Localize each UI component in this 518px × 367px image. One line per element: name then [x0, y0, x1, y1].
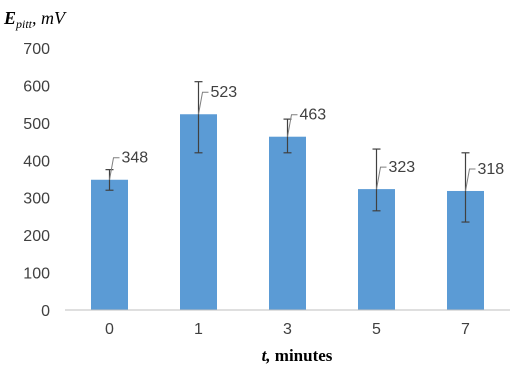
x-axis-title: t, minutes — [262, 346, 333, 365]
y-tick-label: 400 — [23, 153, 50, 170]
label-leader-line — [287, 114, 298, 137]
y-tick-label: 600 — [23, 78, 50, 95]
label-leaders-group — [109, 91, 476, 192]
data-label: 323 — [389, 159, 416, 176]
x-tick-label: 3 — [283, 321, 292, 338]
bar — [91, 179, 128, 310]
x-tick-label: 7 — [461, 321, 470, 338]
data-label: 523 — [211, 84, 238, 101]
error-bar — [194, 81, 203, 154]
data-label: 318 — [478, 161, 505, 178]
data-label: 348 — [122, 150, 149, 167]
data-labels-group: 348 523 463 323 318 — [122, 84, 505, 178]
y-tick-label: 0 — [41, 303, 50, 320]
label-leader-line — [198, 91, 209, 115]
data-label: 463 — [300, 107, 327, 124]
y-tick-label: 300 — [23, 191, 50, 208]
y-tick-label: 200 — [23, 228, 50, 245]
y-tick-label: 100 — [23, 266, 50, 283]
y-tick-label: 500 — [23, 116, 50, 133]
y-axis-ticks: 0 100 200 300 400 500 600 700 — [23, 41, 50, 320]
error-bar — [105, 169, 114, 191]
x-tick-label: 1 — [194, 321, 203, 338]
bar — [269, 136, 306, 310]
x-tick-label: 0 — [105, 321, 114, 338]
label-leader-line — [465, 168, 476, 192]
x-axis-ticks: 0 1 3 5 7 — [105, 321, 470, 338]
error-bar — [372, 148, 381, 212]
label-leader-line — [109, 157, 120, 180]
y-tick-label: 700 — [23, 41, 50, 58]
x-tick-label: 5 — [372, 321, 381, 338]
label-leader-line — [376, 166, 387, 190]
error-bar — [461, 152, 470, 223]
y-axis-title: Epitt, mV — [3, 8, 67, 31]
